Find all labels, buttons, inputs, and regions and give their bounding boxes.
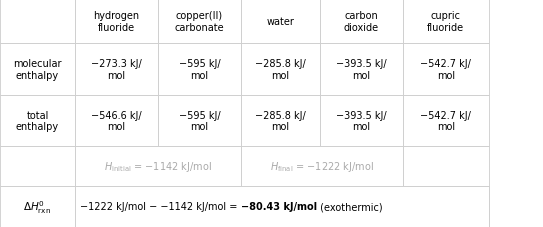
Bar [320,0,403,44]
Bar [0,95,75,146]
Text: −273.3 kJ/
mol: −273.3 kJ/ mol [91,59,142,81]
Text: −80.43 kJ/mol: −80.43 kJ/mol [241,202,317,212]
Text: molecular
enthalpy: molecular enthalpy [13,59,62,81]
Bar [320,44,403,95]
Bar [75,146,158,186]
Bar [403,44,489,95]
Text: −546.6 kJ/
mol: −546.6 kJ/ mol [91,110,142,132]
Bar [403,0,489,44]
Bar [403,186,489,227]
Bar [0,186,75,227]
Text: −393.5 kJ/
mol: −393.5 kJ/ mol [336,59,387,81]
Text: −595 kJ/
mol: −595 kJ/ mol [179,59,220,81]
Text: −285.8 kJ/
mol: −285.8 kJ/ mol [255,110,306,132]
Text: water: water [267,17,294,27]
Bar [241,146,403,186]
Text: −1222 kJ/mol − −1142 kJ/mol =: −1222 kJ/mol − −1142 kJ/mol = [80,202,241,212]
Text: carbon
dioxide: carbon dioxide [344,11,379,33]
Bar [0,44,75,95]
Bar [75,146,241,186]
Bar [158,186,241,227]
Text: $H_{\mathrm{initial}}$ = −1142 kJ/mol: $H_{\mathrm{initial}}$ = −1142 kJ/mol [104,159,212,173]
Bar [158,95,241,146]
Bar [75,186,489,227]
Bar [403,146,489,186]
Bar [0,146,75,186]
Bar [0,0,75,44]
Bar [75,186,158,227]
Bar [241,186,320,227]
Text: (exothermic): (exothermic) [317,202,383,212]
Bar [75,44,158,95]
Text: −285.8 kJ/
mol: −285.8 kJ/ mol [255,59,306,81]
Text: cupric
fluoride: cupric fluoride [427,11,464,33]
Text: −595 kJ/
mol: −595 kJ/ mol [179,110,220,132]
Text: $\Delta H^{0}_{\mathrm{rxn}}$: $\Delta H^{0}_{\mathrm{rxn}}$ [23,198,52,215]
Bar [403,95,489,146]
Text: −542.7 kJ/
mol: −542.7 kJ/ mol [420,110,471,132]
Bar [241,95,320,146]
Text: −542.7 kJ/
mol: −542.7 kJ/ mol [420,59,471,81]
Bar [75,95,158,146]
Bar [158,146,241,186]
Bar [241,146,320,186]
Text: $H_{\mathrm{final}}$ = −1222 kJ/mol: $H_{\mathrm{final}}$ = −1222 kJ/mol [270,159,374,173]
Bar [320,186,403,227]
Bar [75,0,158,44]
Text: total
enthalpy: total enthalpy [16,110,59,132]
Bar [158,44,241,95]
Bar [158,0,241,44]
Bar [320,95,403,146]
Text: copper(II)
carbonate: copper(II) carbonate [175,11,224,33]
Text: −393.5 kJ/
mol: −393.5 kJ/ mol [336,110,387,132]
Bar [241,0,320,44]
Bar [320,146,403,186]
Text: hydrogen
fluoride: hydrogen fluoride [93,11,140,33]
Bar [241,44,320,95]
